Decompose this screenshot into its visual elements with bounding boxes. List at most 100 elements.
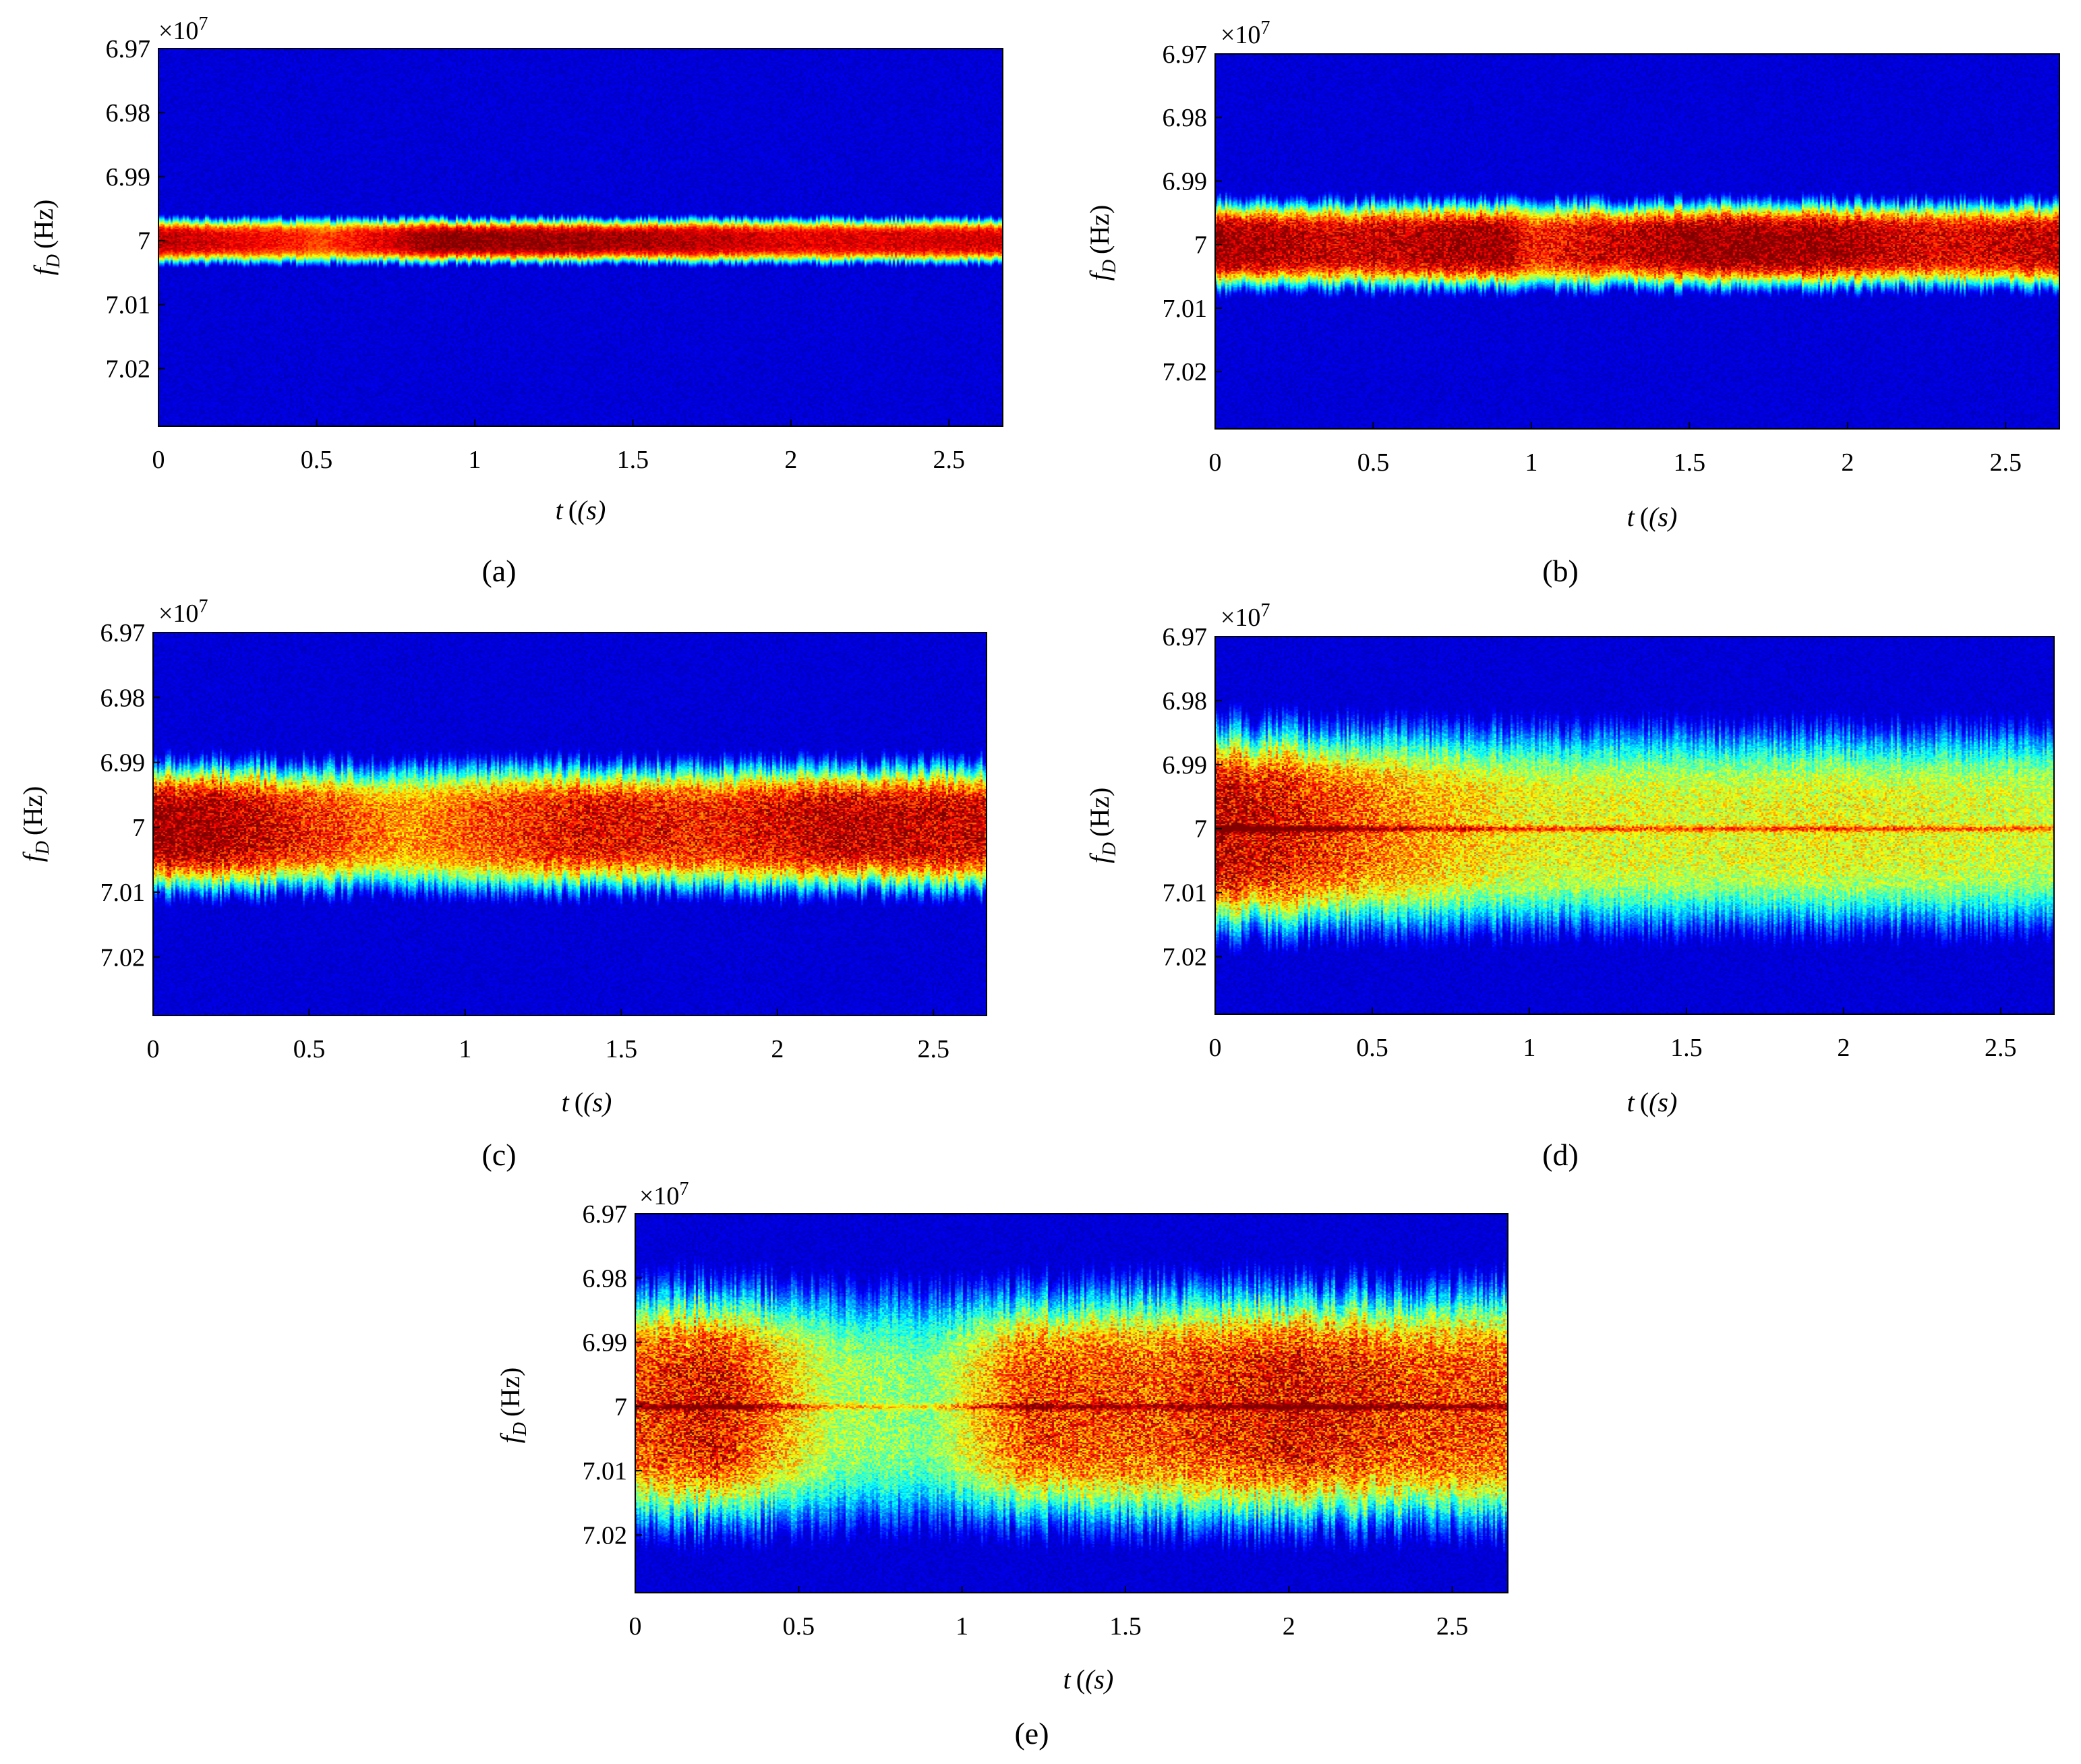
x-tick-label-d-0: 0: [1209, 1034, 1222, 1062]
y-axis-label-a: fD(Hz): [28, 200, 64, 276]
y-axis-ticks-d: 6.97 6.98 6.99 7 7.01 7.02: [1163, 623, 1222, 972]
panel-label-a: (a): [481, 554, 516, 588]
x-tick-label-d-1: 0.5: [1356, 1034, 1388, 1062]
y-axis-ticks-c: 6.97 6.98 6.99 7 7.01 7.02: [100, 619, 160, 972]
spectrogram-d: [1215, 637, 2054, 1014]
x-axis-label-b: t ((s): [1627, 502, 1678, 532]
x-tick-label-e-0: 0: [629, 1612, 642, 1641]
y-tick-label-c-0: 6.97: [100, 619, 146, 647]
spectrogram-b: [1215, 54, 2059, 429]
y-multiplier-b: ×107: [1221, 18, 1270, 49]
y-axis-label-c: fD(Hz): [18, 786, 53, 862]
panel-label-c: (c): [481, 1138, 516, 1172]
x-tick-label-c-0: 0: [147, 1035, 160, 1063]
y-tick-label-d-3: 7: [1194, 815, 1207, 844]
plot-frame-b: [1214, 53, 2060, 430]
x-tick-label-e-2: 1: [956, 1612, 968, 1641]
x-axis-ticks-d: 0 0.5 1 1.5 2 2.5: [1209, 1007, 2017, 1062]
y-axis-label-b: fD(Hz): [1084, 205, 1120, 281]
y-tick-label-b-1: 6.98: [1163, 104, 1208, 132]
x-tick-label-b-4: 2: [1841, 448, 1854, 477]
x-tick-label-c-4: 2: [771, 1035, 784, 1063]
y-axis-ticks-e: 6.97 6.98 6.99 7 7.01 7.02: [583, 1200, 642, 1550]
x-axis-ticks-b: 0 0.5 1 1.5 2 2.5: [1209, 422, 2022, 477]
x-tick-label-b-1: 0.5: [1357, 448, 1390, 477]
panel-label-d: (d): [1542, 1138, 1579, 1172]
x-axis-label-c: t ((s): [562, 1087, 612, 1117]
x-axis-label-e: t ((s): [1063, 1664, 1114, 1695]
x-tick-label-c-5: 2.5: [918, 1035, 950, 1063]
x-tick-label-c-3: 1.5: [606, 1035, 638, 1063]
y-tick-label-b-0: 6.97: [1163, 40, 1208, 69]
plot-frame-e: [635, 1213, 1508, 1593]
x-tick-label-b-0: 0: [1209, 448, 1222, 477]
y-tick-label-b-4: 7.01: [1163, 295, 1208, 323]
x-tick-label-d-5: 2.5: [1985, 1034, 2017, 1062]
x-tick-label-c-2: 1: [459, 1035, 471, 1063]
x-tick-label-e-4: 2: [1283, 1612, 1295, 1641]
y-tick-label-c-5: 7.02: [100, 943, 146, 972]
y-multiplier-a: ×107: [158, 13, 208, 45]
y-tick-label-c-1: 6.98: [100, 684, 146, 712]
x-tick-label-b-3: 1.5: [1674, 448, 1706, 477]
y-tick-label-e-4: 7.01: [583, 1457, 628, 1486]
spectrogram-a: [158, 49, 1003, 426]
spectrogram-e: [635, 1214, 1508, 1593]
x-tick-label-c-1: 0.5: [293, 1035, 326, 1063]
y-tick-label-d-2: 6.99: [1163, 751, 1208, 780]
panel-label-b: (b): [1542, 554, 1579, 588]
y-multiplier-c: ×107: [158, 596, 208, 628]
spectrogram-c: [153, 633, 987, 1016]
x-tick-label-a-0: 0: [152, 446, 165, 474]
y-tick-label-c-4: 7.01: [100, 879, 146, 907]
x-axis-ticks-c: 0 0.5 1 1.5 2 2.5: [147, 1009, 950, 1063]
x-axis-label-a: t ((s): [556, 495, 606, 525]
y-tick-label-d-1: 6.98: [1163, 687, 1208, 715]
y-tick-label-a-5: 7.02: [106, 355, 151, 384]
y-tick-label-a-4: 7.01: [106, 291, 151, 320]
y-tick-label-a-1: 6.98: [106, 99, 151, 127]
y-tick-label-d-5: 7.02: [1163, 943, 1208, 972]
y-tick-label-d-4: 7.01: [1163, 879, 1208, 908]
y-tick-label-b-3: 7: [1194, 231, 1207, 260]
y-axis-ticks-b: 6.97 6.98 6.99 7 7.01 7.02: [1163, 40, 1222, 386]
y-tick-label-e-5: 7.02: [583, 1521, 628, 1550]
x-tick-label-d-2: 1: [1523, 1034, 1535, 1062]
x-axis-ticks-a: 0 0.5 1 1.5 2 2.5: [152, 419, 966, 474]
y-multiplier-e: ×107: [639, 1179, 688, 1210]
plot-frame-a: [158, 48, 1003, 427]
y-tick-label-e-2: 6.99: [583, 1329, 628, 1357]
x-tick-label-e-5: 2.5: [1436, 1612, 1469, 1641]
x-tick-label-a-1: 0.5: [301, 446, 333, 474]
x-tick-label-b-2: 1: [1525, 448, 1537, 477]
y-tick-label-c-2: 6.99: [100, 749, 146, 777]
y-axis-label-d: fD(Hz): [1084, 788, 1120, 864]
x-tick-label-d-3: 1.5: [1670, 1034, 1703, 1062]
y-tick-label-a-2: 6.99: [106, 163, 151, 192]
plot-frame-c: [152, 632, 987, 1016]
y-tick-label-b-2: 6.99: [1163, 167, 1208, 196]
y-tick-label-b-5: 7.02: [1163, 358, 1208, 386]
x-tick-label-a-4: 2: [784, 446, 797, 474]
y-axis-ticks-a: 6.97 6.98 6.99 7 7.01 7.02: [106, 35, 165, 384]
x-tick-label-d-4: 2: [1837, 1034, 1850, 1062]
y-tick-label-e-0: 6.97: [583, 1200, 628, 1229]
x-axis-label-d: t ((s): [1627, 1087, 1678, 1117]
y-tick-label-d-0: 6.97: [1163, 623, 1208, 651]
panel-label-e: (e): [1014, 1716, 1049, 1751]
y-tick-label-a-0: 6.97: [106, 35, 151, 63]
x-tick-label-a-5: 2.5: [933, 446, 966, 474]
x-tick-label-b-5: 2.5: [1990, 448, 2022, 477]
y-tick-label-e-1: 6.98: [583, 1264, 628, 1293]
y-multiplier-d: ×107: [1221, 600, 1270, 632]
x-tick-label-a-2: 1: [468, 446, 481, 474]
x-tick-label-e-3: 1.5: [1109, 1612, 1142, 1641]
x-tick-label-e-1: 0.5: [783, 1612, 815, 1641]
y-tick-label-a-3: 7: [138, 227, 150, 256]
